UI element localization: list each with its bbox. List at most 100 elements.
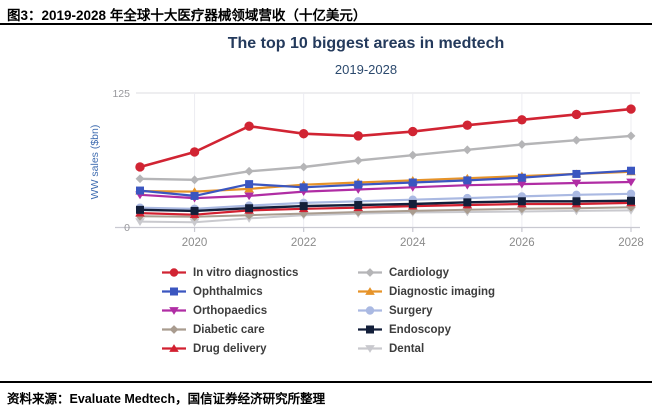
x-tick-label: 2020 — [182, 237, 208, 249]
marker — [245, 204, 254, 213]
marker — [517, 140, 527, 149]
legend-item-label: Surgery — [389, 304, 433, 317]
legend-item-surgery: Surgery — [358, 304, 646, 317]
marker — [190, 175, 199, 185]
line-chart-plot: 2020 2022 2024 2026 2028 0 125 WW sales ($bn) — [89, 88, 644, 249]
x-tick-label: 2026 — [509, 237, 535, 249]
bottom-divider — [0, 381, 652, 383]
marker — [517, 173, 526, 182]
marker — [354, 201, 363, 210]
marker — [463, 176, 472, 185]
y-tick-label: 125 — [112, 88, 130, 100]
chart-legend: In vitro diagnostics Cardiology Ophthalmic… — [86, 266, 646, 355]
marker — [169, 268, 179, 277]
series-line-endoscopy — [139, 199, 632, 213]
marker — [571, 109, 582, 120]
marker — [244, 166, 254, 176]
series-line-dental — [139, 209, 632, 224]
marker — [353, 131, 363, 141]
marker — [572, 169, 581, 178]
marker — [626, 104, 636, 114]
legend-item-label: In vitro diagnostics — [193, 266, 299, 279]
marker — [462, 145, 472, 155]
marker — [408, 178, 417, 187]
marker — [244, 184, 254, 193]
marker — [626, 189, 636, 198]
marker — [298, 129, 309, 139]
legend-marker-square-icon — [162, 287, 186, 296]
legend-marker-circle-icon — [358, 306, 382, 315]
marker — [572, 203, 581, 213]
series-line-diabetic-care — [139, 206, 632, 218]
marker — [627, 166, 635, 175]
legend-marker-triangle-up-icon — [358, 287, 382, 295]
legend-item-drug-delivery: Drug delivery — [162, 342, 358, 355]
marker — [136, 186, 144, 195]
marker — [462, 120, 473, 130]
legend-marker-triangle-down-icon — [162, 307, 186, 315]
marker — [299, 183, 308, 192]
legend-item-label: Diabetic care — [193, 323, 265, 336]
marker — [136, 205, 144, 214]
marker — [365, 268, 375, 277]
marker — [244, 121, 254, 131]
series-line-orthopaedics — [139, 180, 632, 200]
marker — [244, 192, 254, 201]
legend-item-label: Endoscopy — [389, 323, 451, 336]
chart-subtitle: 2019-2028 — [334, 62, 398, 77]
marker — [626, 131, 636, 141]
marker — [169, 307, 179, 315]
marker — [190, 206, 199, 215]
marker — [408, 199, 417, 208]
marker — [135, 162, 145, 172]
legend-marker-circle-icon — [162, 268, 186, 277]
legend-item-orthopaedics: Orthopaedics — [162, 304, 358, 317]
legend-marker-diamond-icon — [358, 268, 382, 277]
marker — [245, 180, 254, 189]
legend-item-label: Ophthalmics — [193, 285, 263, 298]
legend-item-ophthalmics: Ophthalmics — [162, 285, 358, 298]
marker — [365, 345, 375, 353]
legend-item-cardiology: Cardiology — [358, 266, 646, 279]
marker — [517, 115, 527, 125]
y-tick-label: 0 — [124, 222, 130, 234]
x-tick-label: 2024 — [400, 237, 426, 249]
top-divider — [0, 23, 652, 25]
marker — [366, 325, 374, 334]
marker — [572, 190, 581, 200]
marker — [353, 207, 363, 217]
series-line-in-vitro-diagnostics — [139, 107, 632, 169]
marker — [189, 147, 200, 157]
legend-marker-triangle-up-icon — [162, 344, 186, 352]
x-tick-label: 2028 — [618, 237, 644, 249]
legend-item-endoscopy: Endoscopy — [358, 323, 646, 336]
marker — [190, 191, 199, 200]
chart-title: The top 10 biggest areas in medtech — [227, 35, 505, 52]
series-line-drug-delivery — [139, 201, 632, 216]
marker — [353, 156, 363, 165]
y-axis-label: WW sales ($bn) — [89, 125, 101, 200]
marker — [408, 150, 418, 160]
marker — [354, 180, 363, 189]
legend-item-dental: Dental — [358, 342, 646, 355]
x-tick-label: 2022 — [291, 237, 317, 249]
marker — [299, 202, 308, 211]
marker — [572, 197, 581, 206]
legend-item-in-vitro-diagnostics: In vitro diagnostics — [162, 266, 358, 279]
source-note: 资料来源：Evaluate Medtech，国信证券经济研究所整理 — [7, 392, 326, 406]
marker — [517, 197, 526, 206]
marker — [169, 325, 179, 334]
marker — [626, 178, 636, 187]
legend-marker-diamond-icon — [162, 325, 186, 334]
marker — [189, 218, 200, 227]
marker — [572, 135, 581, 145]
marker — [408, 206, 418, 216]
marker — [463, 198, 472, 207]
plot-area: 2020 2022 2024 2026 2028 0 125 WW sales ($bn) — [86, 84, 646, 256]
marker — [365, 306, 375, 315]
legend-item-label: Diagnostic imaging — [389, 285, 496, 298]
series-line-cardiology — [139, 134, 632, 181]
marker — [517, 180, 527, 189]
legend-item-diabetic-care: Diabetic care — [162, 323, 358, 336]
